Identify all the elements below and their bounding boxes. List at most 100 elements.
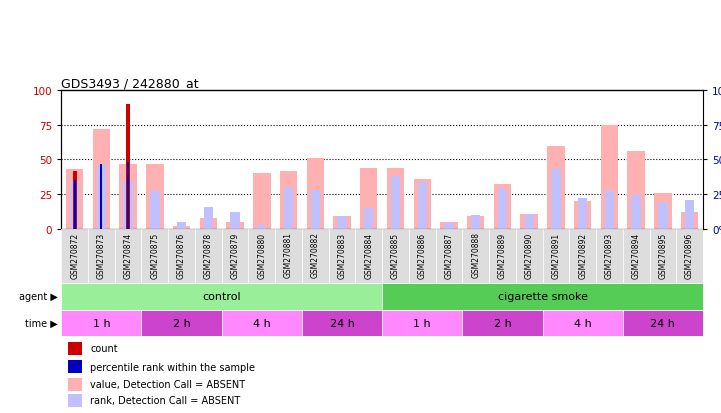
- Text: time ▶: time ▶: [25, 318, 58, 328]
- Bar: [547, 146, 565, 229]
- Bar: [126, 104, 130, 229]
- Bar: [73, 171, 76, 229]
- FancyBboxPatch shape: [489, 229, 516, 283]
- Text: GSM270888: GSM270888: [472, 232, 480, 278]
- Bar: [177, 222, 186, 229]
- FancyBboxPatch shape: [596, 229, 623, 283]
- Bar: [578, 199, 588, 229]
- Bar: [467, 217, 485, 229]
- FancyBboxPatch shape: [88, 229, 115, 283]
- Bar: [364, 209, 373, 229]
- Text: GDS3493 / 242880_at: GDS3493 / 242880_at: [61, 77, 199, 90]
- FancyBboxPatch shape: [275, 229, 302, 283]
- Text: count: count: [90, 344, 118, 354]
- Text: GSM270891: GSM270891: [552, 232, 560, 278]
- Bar: [70, 182, 79, 229]
- Text: GSM270886: GSM270886: [417, 232, 427, 278]
- FancyBboxPatch shape: [329, 229, 355, 283]
- Text: percentile rank within the sample: percentile rank within the sample: [90, 362, 255, 372]
- Text: cigarette smoke: cigarette smoke: [497, 291, 588, 301]
- Text: 24 h: 24 h: [329, 318, 355, 328]
- Bar: [552, 170, 561, 229]
- Text: value, Detection Call = ABSENT: value, Detection Call = ABSENT: [90, 379, 245, 389]
- Bar: [471, 216, 480, 229]
- FancyBboxPatch shape: [141, 229, 168, 283]
- Bar: [280, 171, 297, 229]
- Text: GSM270875: GSM270875: [151, 232, 159, 278]
- Bar: [337, 217, 347, 229]
- Bar: [685, 200, 694, 229]
- Bar: [200, 218, 217, 229]
- Bar: [257, 225, 267, 229]
- Bar: [333, 217, 350, 229]
- Text: GSM270894: GSM270894: [632, 232, 641, 278]
- Bar: [127, 163, 129, 229]
- FancyBboxPatch shape: [195, 229, 222, 283]
- Text: 4 h: 4 h: [253, 318, 270, 328]
- Text: GSM270889: GSM270889: [498, 232, 507, 278]
- Bar: [601, 126, 618, 229]
- Bar: [74, 181, 76, 229]
- Bar: [61, 310, 141, 337]
- FancyBboxPatch shape: [543, 229, 570, 283]
- Bar: [93, 130, 110, 229]
- Bar: [494, 185, 511, 229]
- Text: GSM270893: GSM270893: [605, 232, 614, 278]
- Bar: [632, 196, 641, 229]
- Text: GSM270882: GSM270882: [311, 232, 320, 278]
- Bar: [66, 170, 84, 229]
- Text: 2 h: 2 h: [173, 318, 190, 328]
- Bar: [173, 226, 190, 229]
- Bar: [146, 164, 164, 229]
- Bar: [524, 214, 534, 229]
- Bar: [253, 174, 270, 229]
- Bar: [68, 378, 82, 391]
- Text: GSM270895: GSM270895: [658, 232, 668, 278]
- Text: GSM270878: GSM270878: [204, 232, 213, 278]
- Text: GSM270890: GSM270890: [525, 232, 534, 278]
- FancyBboxPatch shape: [462, 229, 489, 283]
- Bar: [120, 164, 137, 229]
- Bar: [100, 164, 102, 229]
- Text: 1 h: 1 h: [92, 318, 110, 328]
- Text: GSM270879: GSM270879: [231, 232, 239, 278]
- Bar: [226, 222, 244, 229]
- Text: rank, Detection Call = ABSENT: rank, Detection Call = ABSENT: [90, 396, 240, 406]
- Bar: [311, 190, 320, 229]
- FancyBboxPatch shape: [650, 229, 676, 283]
- Text: agent ▶: agent ▶: [19, 291, 58, 301]
- FancyBboxPatch shape: [61, 229, 88, 283]
- FancyBboxPatch shape: [409, 229, 435, 283]
- FancyBboxPatch shape: [623, 229, 650, 283]
- Bar: [382, 310, 462, 337]
- Bar: [360, 169, 378, 229]
- Bar: [141, 310, 222, 337]
- Bar: [391, 177, 400, 229]
- Bar: [231, 213, 240, 229]
- Text: GSM270872: GSM270872: [70, 232, 79, 278]
- FancyBboxPatch shape: [516, 229, 543, 283]
- FancyBboxPatch shape: [249, 229, 275, 283]
- Text: control: control: [203, 291, 241, 301]
- Bar: [61, 283, 382, 310]
- FancyBboxPatch shape: [676, 229, 703, 283]
- Bar: [497, 189, 507, 229]
- Bar: [68, 394, 82, 407]
- Text: 24 h: 24 h: [650, 318, 676, 328]
- Bar: [386, 169, 404, 229]
- Text: GSM270892: GSM270892: [578, 232, 587, 278]
- Bar: [150, 192, 159, 229]
- Bar: [68, 361, 82, 373]
- FancyBboxPatch shape: [355, 229, 382, 283]
- Bar: [654, 193, 671, 229]
- Text: GSM270883: GSM270883: [337, 232, 347, 278]
- Bar: [658, 203, 668, 229]
- FancyBboxPatch shape: [382, 229, 409, 283]
- FancyBboxPatch shape: [168, 229, 195, 283]
- Text: GSM270887: GSM270887: [444, 232, 454, 278]
- Bar: [543, 310, 623, 337]
- Bar: [222, 310, 302, 337]
- Bar: [306, 159, 324, 229]
- FancyBboxPatch shape: [435, 229, 462, 283]
- Bar: [574, 202, 591, 229]
